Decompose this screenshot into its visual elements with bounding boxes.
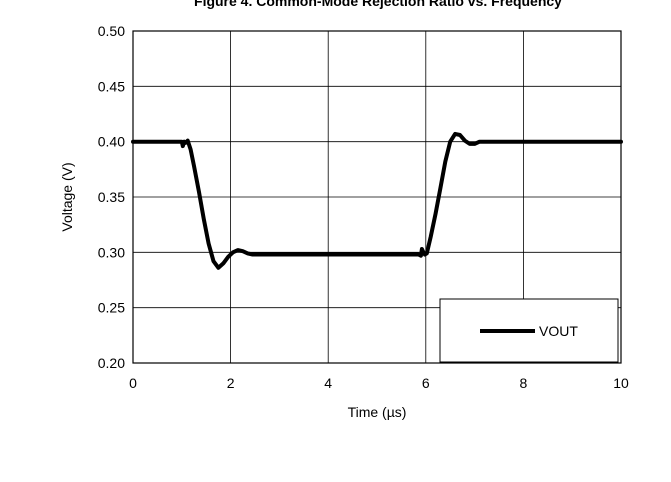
x-tick-label: 0 — [129, 375, 137, 391]
y-tick-label: 0.30 — [98, 244, 125, 260]
chart-title: Figure 4. Common-Mode Rejection Ratio vs… — [194, 0, 562, 9]
x-axis-label: Time (µs) — [348, 404, 407, 420]
legend-label-vout: VOUT — [539, 323, 578, 339]
x-tick-label: 2 — [227, 375, 235, 391]
x-tick-labels: 0 2 4 6 8 10 — [129, 375, 629, 391]
y-tick-label: 0.50 — [98, 23, 125, 39]
y-tick-label: 0.25 — [98, 300, 125, 316]
x-tick-label: 8 — [520, 375, 528, 391]
y-tick-labels: 0.20 0.25 0.30 0.35 0.40 0.45 0.50 — [98, 23, 125, 371]
y-tick-label: 0.40 — [98, 134, 125, 150]
plot-area-frame — [132, 30, 622, 364]
x-tick-label: 6 — [422, 375, 430, 391]
series-layer — [131, 131, 623, 270]
y-axis-label: Voltage (V) — [59, 162, 75, 231]
y-tick-label: 0.35 — [98, 189, 125, 205]
legend: VOUT — [439, 298, 619, 363]
x-tick-label: 4 — [324, 375, 332, 391]
y-tick-label: 0.20 — [98, 355, 125, 371]
x-tick-label: 10 — [613, 375, 629, 391]
y-tick-label: 0.45 — [98, 78, 125, 94]
series-line-vout — [131, 131, 623, 270]
